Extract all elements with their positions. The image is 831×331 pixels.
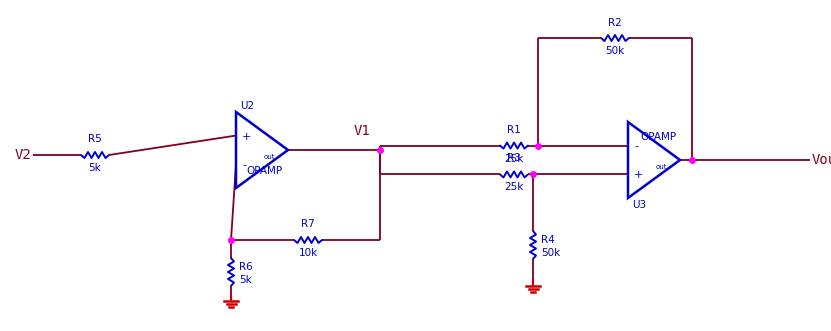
Text: 10k: 10k	[298, 248, 317, 258]
Text: 50k: 50k	[605, 46, 625, 56]
Text: R4: R4	[541, 235, 555, 245]
Text: +: +	[634, 170, 643, 180]
Text: 25k: 25k	[504, 182, 524, 192]
Text: U3: U3	[632, 200, 647, 210]
Text: out: out	[656, 164, 667, 170]
Text: OPAMP: OPAMP	[640, 132, 676, 142]
Text: R3: R3	[507, 154, 521, 164]
Text: 25k: 25k	[504, 154, 524, 164]
Text: out: out	[263, 154, 275, 160]
Text: R7: R7	[301, 219, 315, 229]
Text: V2: V2	[15, 148, 32, 162]
Text: -: -	[634, 142, 638, 152]
Text: OPAMP: OPAMP	[246, 166, 282, 176]
Text: +: +	[242, 131, 251, 142]
Text: -: -	[242, 161, 246, 170]
Text: 5k: 5k	[239, 275, 252, 285]
Text: R2: R2	[608, 18, 622, 28]
Text: R5: R5	[88, 134, 102, 144]
Text: R1: R1	[507, 124, 521, 135]
Text: V1: V1	[353, 124, 370, 138]
Text: 50k: 50k	[541, 248, 560, 258]
Text: Vout: Vout	[812, 153, 831, 167]
Text: R6: R6	[239, 262, 253, 272]
Text: 5k: 5k	[89, 163, 101, 173]
Text: U2: U2	[240, 101, 254, 111]
